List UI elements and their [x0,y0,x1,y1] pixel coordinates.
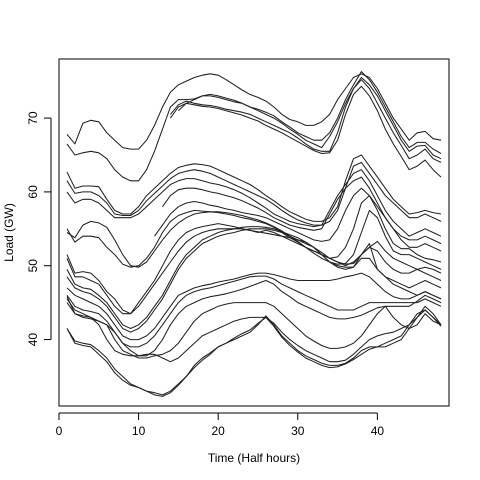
series-line-17 [66,272,442,341]
x-tick-label: 20 [212,424,226,438]
series-line-11 [66,195,442,268]
series-line-3 [178,76,442,160]
series-line-13 [66,228,442,315]
series-line-18 [66,275,442,348]
x-tick-label: 10 [132,424,146,438]
series-line-1 [66,73,442,150]
series-line-8 [66,169,442,237]
series-line-15 [66,226,442,330]
series-line-2 [66,71,442,182]
series-line-4 [169,79,442,163]
y-tick-label: 40 [26,333,40,347]
series-line-5 [169,85,442,178]
series-layer [66,71,442,397]
y-axis: 40 50 60 70 [26,111,52,347]
series-line-22 [66,305,442,396]
series-line-19 [66,279,442,357]
x-tick-label: 40 [371,424,385,438]
series-line-23 [66,309,442,397]
series-line-12 [66,209,442,270]
plot-box [58,58,450,407]
series-line-20 [66,296,442,359]
series-line-7 [66,161,442,226]
series-line-6 [66,154,442,222]
x-axis: 0 10 20 30 40 [56,412,385,438]
y-axis-title: Load (GW) [2,203,16,262]
y-tick-label: 70 [26,111,40,125]
series-line-16 [66,228,442,333]
x-axis-title: Time (Half hours) [208,451,300,465]
x-tick-label: 30 [291,424,305,438]
series-line-10 [154,187,442,252]
series-line-9 [162,176,442,245]
y-tick-label: 50 [26,259,40,273]
y-tick-label: 60 [26,185,40,199]
x-tick-label: 0 [56,424,63,438]
series-line-21 [66,302,442,363]
series-line-14 [66,223,442,315]
